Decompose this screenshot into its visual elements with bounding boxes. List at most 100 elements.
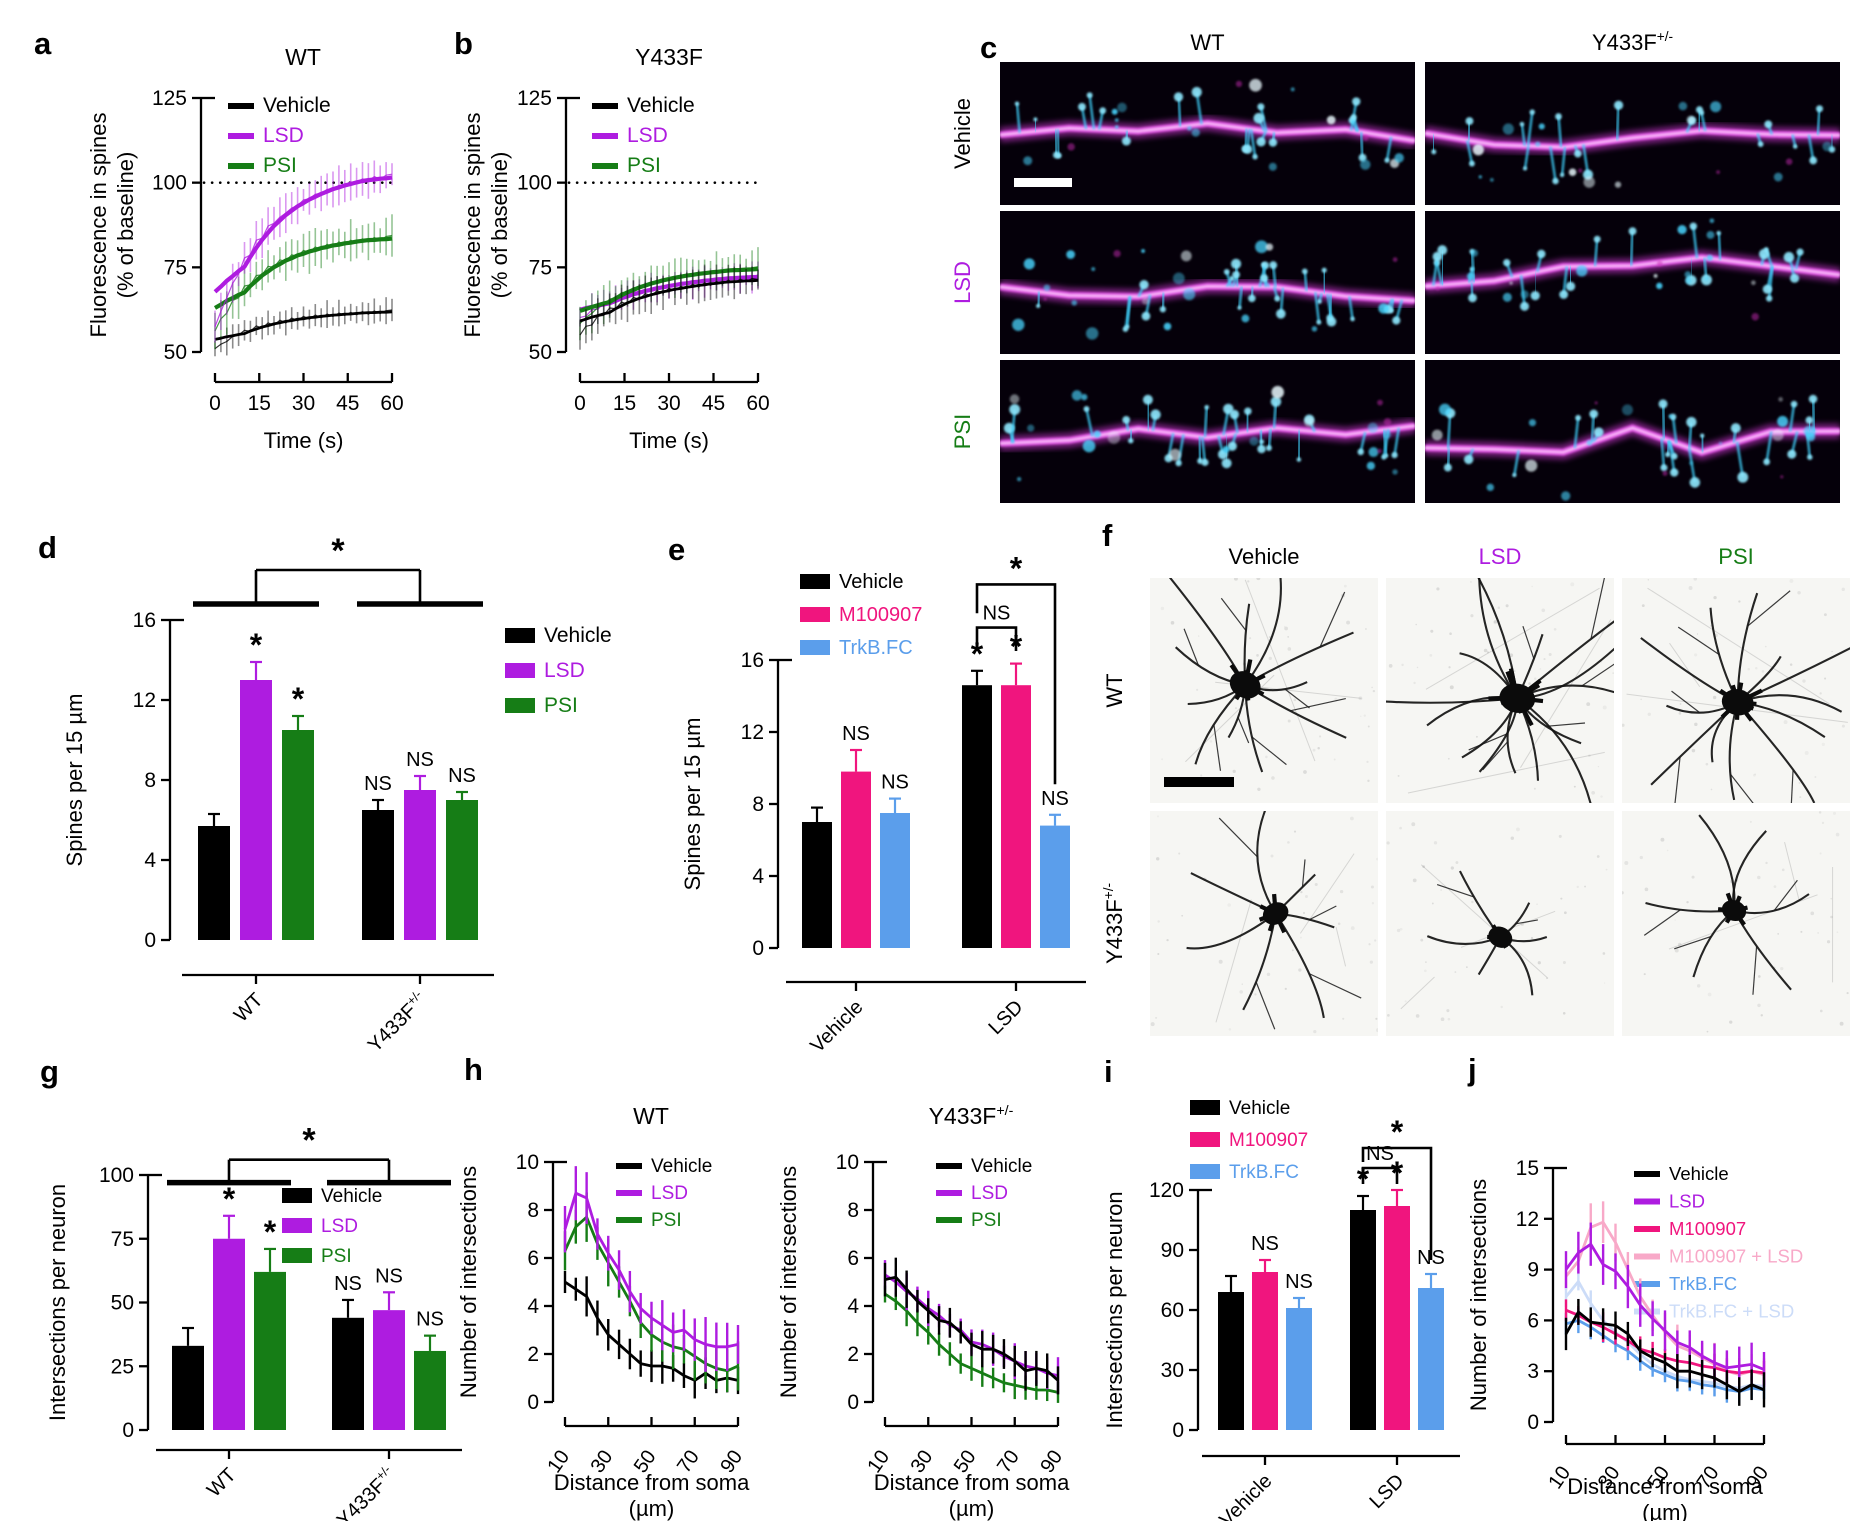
- svg-text:Intersections per neuron: Intersections per neuron: [45, 1184, 70, 1421]
- svg-text:Time (s): Time (s): [264, 428, 344, 453]
- svg-text:LSD: LSD: [263, 124, 304, 147]
- svg-text:TrkB.FC: TrkB.FC: [839, 637, 913, 659]
- svg-text:WT: WT: [1102, 673, 1127, 707]
- svg-text:*: *: [264, 1214, 277, 1250]
- svg-text:10: 10: [516, 1151, 539, 1174]
- svg-text:LSD: LSD: [1479, 544, 1522, 569]
- svg-text:100: 100: [99, 1164, 134, 1187]
- panel-i: i Intersections per neuron 0 30 60 90 120 NS NS…: [1090, 1050, 1460, 1521]
- svg-text:TrkB.FC: TrkB.FC: [1669, 1273, 1737, 1294]
- svg-text:Distance from soma: Distance from soma: [874, 1470, 1070, 1495]
- chart-e: Spines per 15 µm 0 4 8 12 16 NS NS * * NS Vehicle LS…: [680, 550, 1086, 1057]
- svg-text:(µm): (µm): [949, 1496, 995, 1521]
- panel-letter-i: i: [1104, 1054, 1113, 1089]
- panel-f: f Vehicle LSD PSI WT Y433F+/-: [1090, 520, 1854, 1050]
- svg-text:16: 16: [741, 649, 764, 672]
- svg-text:50: 50: [164, 341, 187, 364]
- svg-text:60: 60: [380, 392, 403, 415]
- svg-text:Y433F+/-: Y433F+/-: [331, 1463, 400, 1521]
- svg-text:NS: NS: [842, 723, 870, 745]
- svg-text:60: 60: [1161, 1299, 1184, 1322]
- svg-text:4: 4: [527, 1295, 539, 1318]
- svg-text:6: 6: [847, 1247, 859, 1270]
- panel-a: a WT Fluorescence in spines (% of baseline…: [20, 10, 450, 510]
- svg-text:PSI: PSI: [1718, 544, 1753, 569]
- svg-text:Vehicle: Vehicle: [950, 98, 975, 169]
- panel-letter-e: e: [668, 532, 686, 567]
- svg-text:2: 2: [527, 1343, 539, 1366]
- image-f: Vehicle LSD PSI WT Y433F+/-: [1101, 544, 1850, 1036]
- svg-text:50: 50: [111, 1292, 134, 1315]
- svg-text:(% of baseline): (% of baseline): [487, 152, 512, 299]
- svg-text:Y433F+/-: Y433F+/-: [929, 1103, 1014, 1129]
- svg-text:12: 12: [1516, 1208, 1539, 1231]
- chart-d: Spines per 15 µm 0 4 8 12 16 * * NS NS NS WT Y433F+/…: [62, 532, 612, 1057]
- svg-text:100: 100: [517, 172, 552, 195]
- svg-text:*: *: [250, 627, 263, 663]
- chart-a: WT Fluorescence in spines (% of baseline) 5…: [86, 44, 404, 453]
- svg-text:4: 4: [847, 1295, 859, 1318]
- svg-text:Intersections per neuron: Intersections per neuron: [1102, 1191, 1127, 1428]
- panel-letter-b: b: [454, 26, 473, 61]
- svg-text:TrkB.FC + LSD: TrkB.FC + LSD: [1669, 1301, 1794, 1322]
- svg-text:Y433F: Y433F: [635, 44, 703, 70]
- svg-text:10: 10: [836, 1151, 859, 1174]
- svg-text:Spines per 15 µm: Spines per 15 µm: [62, 694, 87, 867]
- svg-text:Number of intersections: Number of intersections: [1466, 1179, 1491, 1411]
- svg-text:WT: WT: [203, 1464, 241, 1502]
- svg-text:LSD: LSD: [651, 1183, 688, 1204]
- svg-text:TrkB.FC: TrkB.FC: [1229, 1162, 1299, 1183]
- svg-text:125: 125: [152, 87, 187, 110]
- svg-text:NS: NS: [1251, 1233, 1279, 1255]
- svg-text:Vehicle: Vehicle: [651, 1156, 712, 1177]
- svg-text:M100907: M100907: [839, 604, 922, 626]
- svg-text:NS: NS: [1366, 1143, 1394, 1165]
- panel-letter-f: f: [1102, 518, 1113, 553]
- chart-g: Intersections per neuron 0 25 50 75 100 * * NS NS…: [45, 1122, 462, 1521]
- svg-text:PSI: PSI: [651, 1210, 682, 1231]
- svg-text:*: *: [302, 1122, 316, 1160]
- svg-text:Number of intersections: Number of intersections: [456, 1166, 481, 1398]
- svg-text:LSD: LSD: [544, 659, 585, 682]
- svg-text:LSD: LSD: [984, 996, 1027, 1039]
- svg-text:30: 30: [657, 392, 680, 415]
- svg-text:LSD: LSD: [627, 124, 668, 147]
- svg-text:0: 0: [527, 1391, 539, 1414]
- svg-text:WT: WT: [285, 44, 321, 70]
- svg-text:NS: NS: [364, 773, 392, 795]
- svg-text:NS: NS: [1041, 788, 1069, 810]
- svg-text:Vehicle: Vehicle: [971, 1156, 1032, 1177]
- svg-text:2: 2: [847, 1343, 859, 1366]
- svg-text:PSI: PSI: [950, 414, 975, 449]
- svg-text:Vehicle: Vehicle: [839, 571, 904, 593]
- svg-text:75: 75: [111, 1228, 134, 1251]
- svg-text:15: 15: [1516, 1157, 1539, 1180]
- svg-text:LSD: LSD: [321, 1216, 358, 1237]
- svg-text:NS: NS: [448, 765, 476, 787]
- svg-text:Vehicle: Vehicle: [321, 1186, 382, 1207]
- svg-text:100: 100: [152, 172, 187, 195]
- svg-text:30: 30: [292, 392, 315, 415]
- svg-text:Y433F+/-: Y433F+/-: [362, 988, 431, 1057]
- svg-text:WT: WT: [230, 989, 268, 1027]
- svg-text:(µm): (µm): [629, 1496, 675, 1521]
- svg-text:Vehicle: Vehicle: [627, 94, 695, 117]
- svg-text:125: 125: [517, 87, 552, 110]
- svg-text:9: 9: [1527, 1259, 1539, 1282]
- svg-text:90: 90: [1161, 1239, 1184, 1262]
- svg-text:0: 0: [122, 1419, 134, 1442]
- panel-letter-h: h: [464, 1052, 483, 1087]
- svg-text:Distance from soma: Distance from soma: [1567, 1474, 1763, 1499]
- panel-h: h WT Number of intersections 0 2 4 6 8 10 10 30 50…: [450, 1050, 1090, 1521]
- svg-text:0: 0: [144, 929, 156, 952]
- svg-text:*: *: [1010, 550, 1023, 586]
- svg-text:Number of intersections: Number of intersections: [776, 1166, 801, 1398]
- svg-text:0: 0: [1172, 1419, 1184, 1442]
- panel-e: e Spines per 15 µm 0 4 8 12 16 NS NS * * NS Vehicle…: [660, 520, 1090, 1057]
- svg-text:0: 0: [1527, 1411, 1539, 1434]
- svg-text:NS: NS: [983, 603, 1011, 625]
- svg-text:M100907: M100907: [1229, 1130, 1308, 1151]
